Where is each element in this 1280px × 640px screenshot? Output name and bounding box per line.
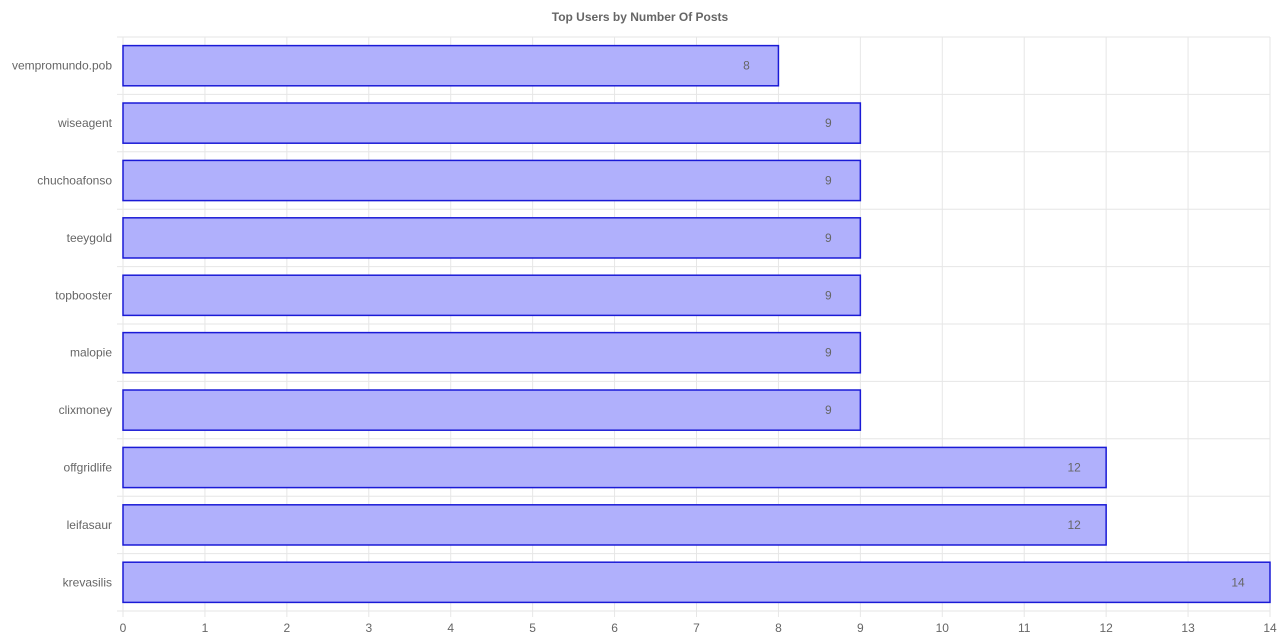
x-tick-label: 8 (775, 621, 782, 635)
bar-topbooster (122, 274, 862, 317)
bar-value-label: 8 (743, 59, 750, 73)
y-category-label: leifasaur (67, 518, 112, 532)
bar-value-label: 9 (825, 231, 832, 245)
bar-value-label: 9 (825, 346, 832, 360)
x-tick-label: 0 (120, 621, 127, 635)
y-category-label: topbooster (55, 288, 112, 302)
x-tick-label: 9 (857, 621, 864, 635)
bar-teeygold (122, 217, 862, 259)
bar-value-label: 12 (1067, 461, 1081, 475)
x-tick-label: 6 (611, 621, 618, 635)
x-axis-ticks: 0 1 2 3 4 5 6 7 8 9 10 11 12 13 14 (120, 621, 1277, 635)
bar-value-label: 9 (825, 403, 832, 417)
bar-value-label: 12 (1067, 518, 1081, 532)
y-category-label: clixmoney (59, 403, 112, 417)
x-tick-label: 2 (284, 621, 291, 635)
bar-wiseagent (122, 102, 862, 144)
y-category-label: teeygold (67, 231, 112, 245)
y-category-label: chuchoafonso (37, 174, 112, 188)
x-tick-label: 4 (447, 621, 454, 635)
y-category-label: wiseagent (57, 116, 113, 130)
bar-value-label: 14 (1231, 575, 1245, 589)
x-tick-label: 7 (693, 621, 700, 635)
x-tick-label: 11 (1018, 621, 1031, 635)
bar-chuchoafonso (122, 159, 862, 202)
bar-leifasaur (122, 504, 1107, 546)
x-tick-label: 3 (365, 621, 372, 635)
x-tick-label: 14 (1263, 621, 1277, 635)
bars: 8 9 9 9 9 9 9 12 12 14 (122, 44, 1271, 604)
chart-title: Top Users by Number Of Posts (551, 10, 729, 24)
bar-krevasilis (122, 561, 1271, 604)
bar-value-label: 9 (825, 116, 832, 130)
x-tick-label: 1 (202, 621, 209, 635)
x-tick-label: 13 (1181, 621, 1195, 635)
bar-value-label: 9 (825, 174, 832, 188)
bar-offgridlife (122, 446, 1107, 489)
bar-vempromundo.pob (122, 44, 780, 87)
x-tick-label: 10 (936, 621, 950, 635)
y-category-label: offgridlife (64, 461, 113, 475)
bar-value-label: 9 (825, 288, 832, 302)
x-tick-label: 5 (529, 621, 536, 635)
y-category-label: krevasilis (63, 575, 112, 589)
y-category-label: vempromundo.pob (12, 59, 112, 73)
x-tick-label: 12 (1099, 621, 1113, 635)
y-axis-labels: vempromundo.pob wiseagent chuchoafonso teey… (12, 59, 113, 590)
bar-clixmoney (122, 389, 862, 431)
y-category-label: malopie (70, 346, 112, 360)
bar-malopie (122, 331, 862, 374)
